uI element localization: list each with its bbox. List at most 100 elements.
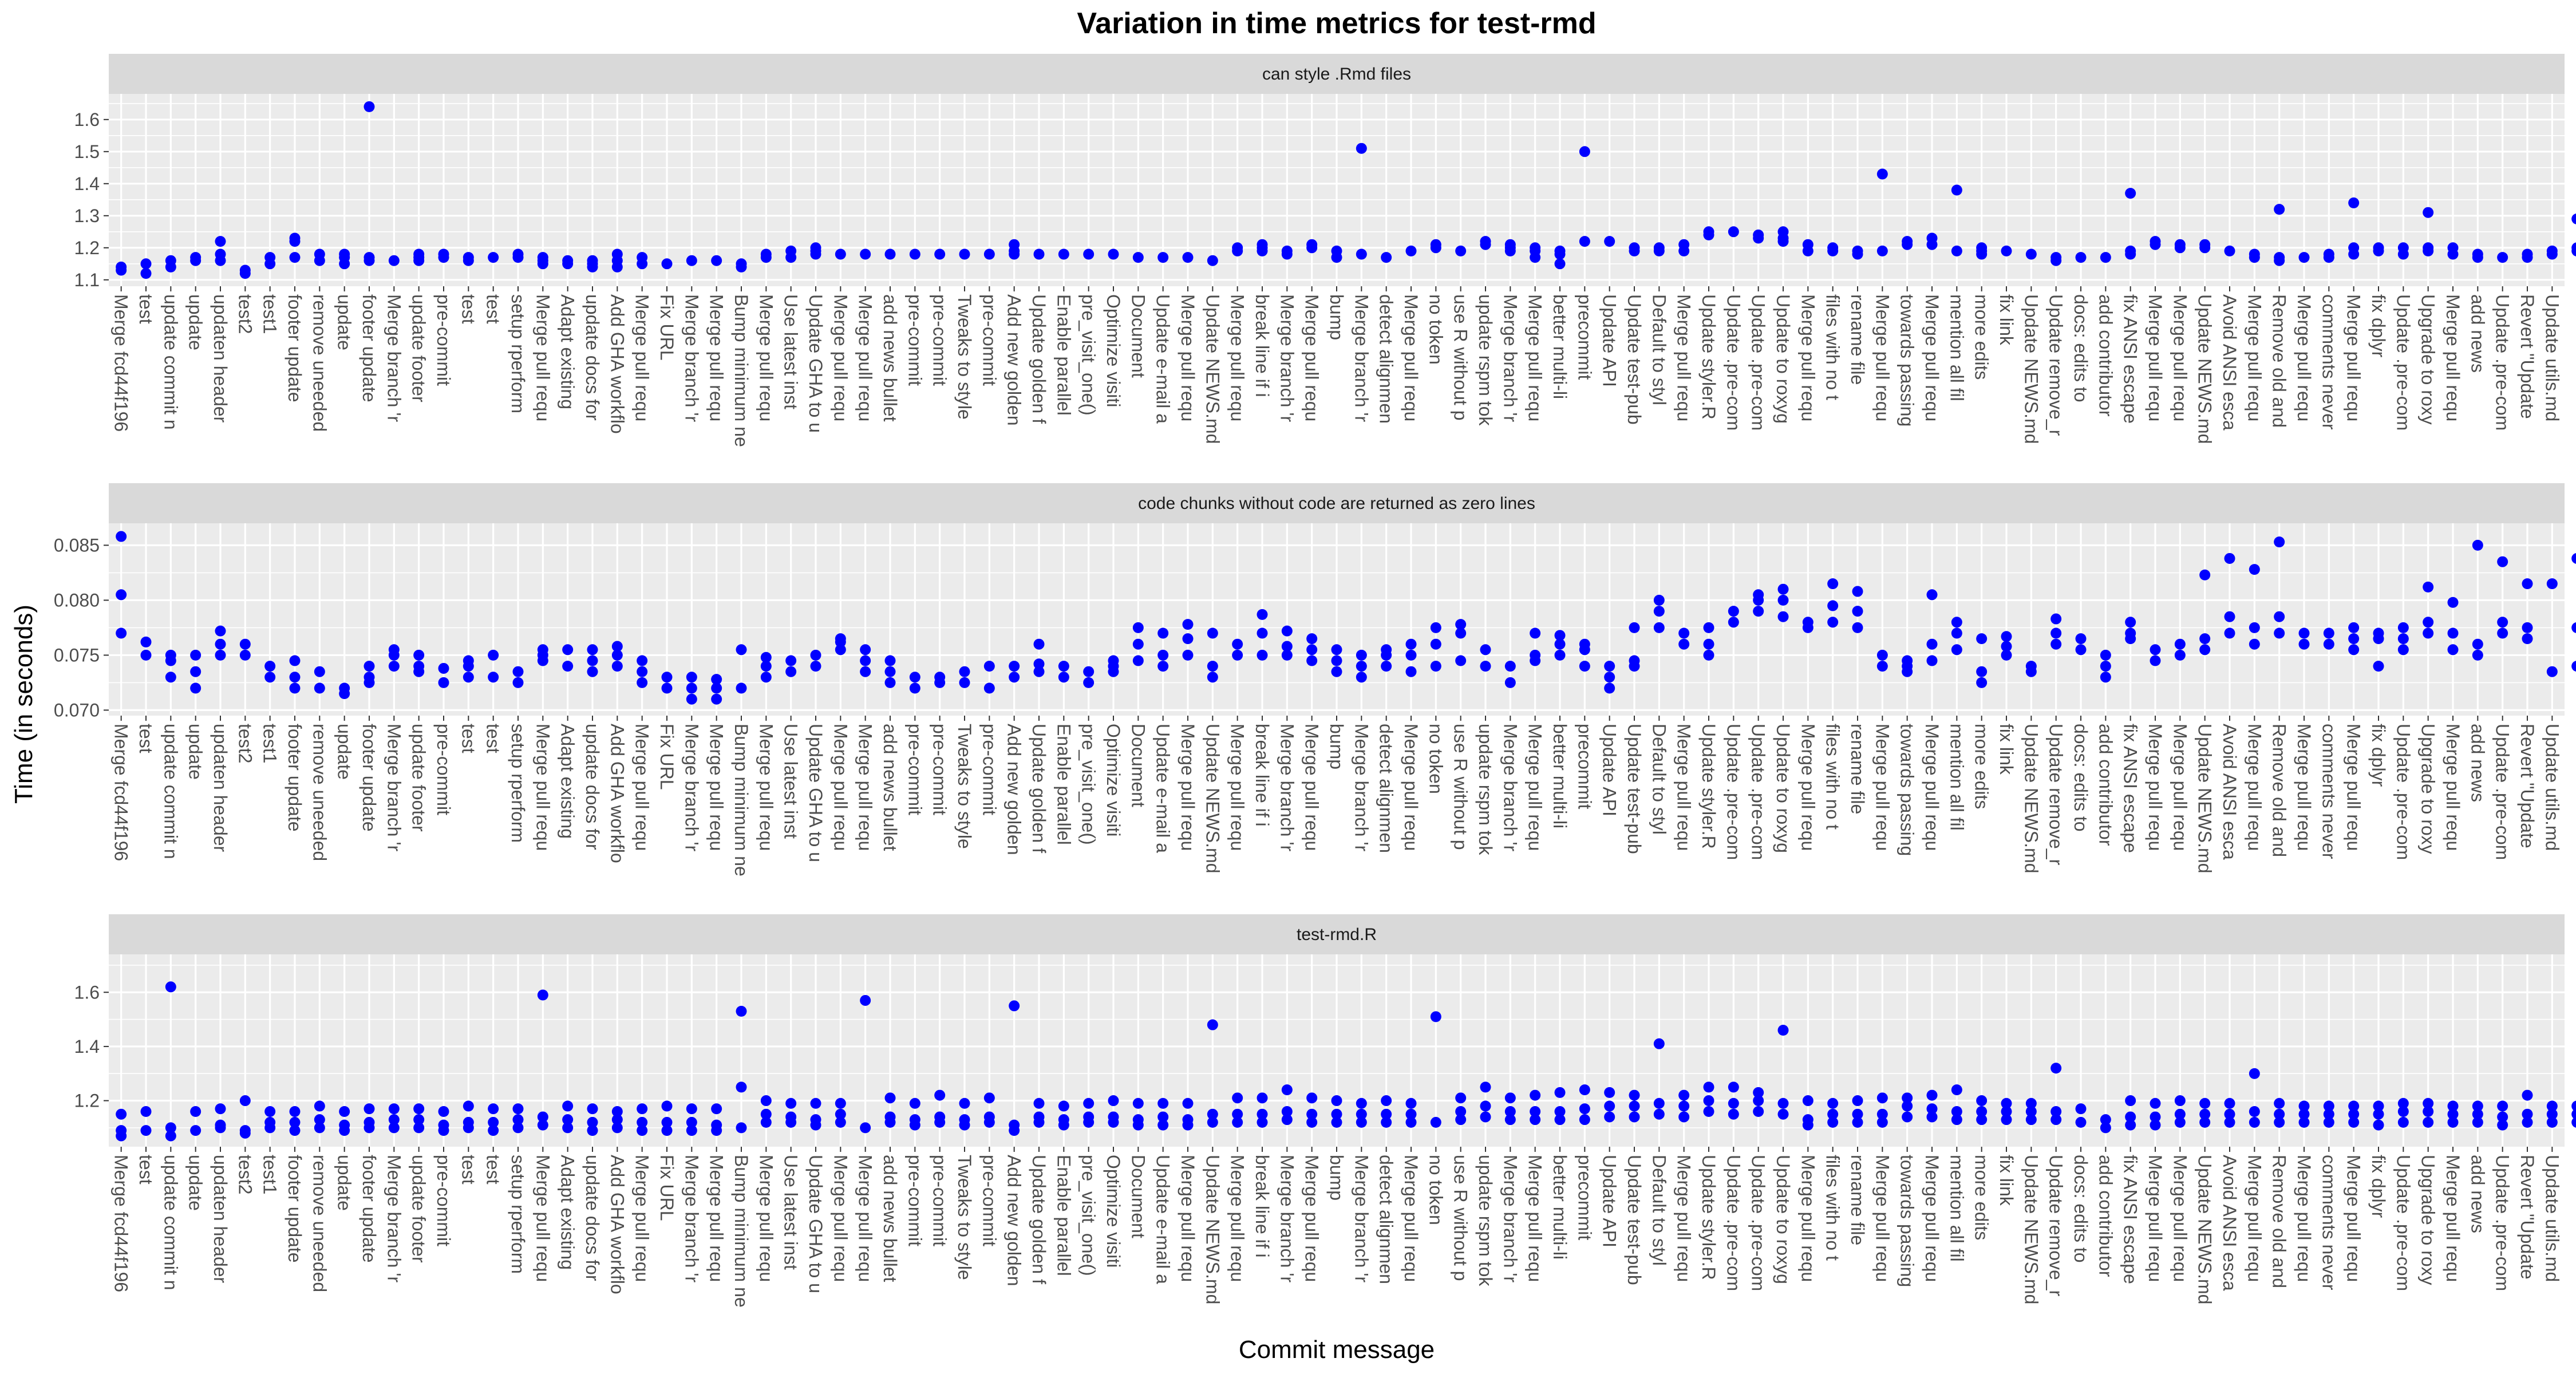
data-point xyxy=(1951,617,1962,628)
data-point xyxy=(165,1130,176,1142)
data-point xyxy=(1653,242,1665,254)
data-point xyxy=(2075,1116,2087,1128)
data-point xyxy=(2224,611,2235,622)
x-tick-label: Update e-mail a xyxy=(1153,724,1174,853)
data-point xyxy=(2522,622,2533,633)
data-point xyxy=(1678,627,1690,639)
data-point xyxy=(711,255,722,266)
x-tick-label: Add new golden xyxy=(1004,294,1025,426)
x-tick-label: Merge branch 'r xyxy=(1351,724,1372,851)
data-point xyxy=(289,655,301,666)
data-point xyxy=(1009,239,1020,250)
data-point xyxy=(1530,627,1541,639)
data-point xyxy=(165,672,176,683)
data-point xyxy=(587,1116,598,1128)
data-point xyxy=(2199,1116,2211,1128)
data-point xyxy=(884,677,896,688)
data-point xyxy=(1876,1116,1888,1128)
x-tick-label: Merge pull requ xyxy=(706,724,727,851)
x-tick-label: test2 xyxy=(235,294,255,334)
data-point xyxy=(2224,552,2235,564)
x-tick-label: Revert "Update xyxy=(2517,724,2538,848)
data-point xyxy=(959,677,970,688)
data-point xyxy=(140,1125,152,1136)
data-point xyxy=(2274,627,2285,639)
x-tick-label: Update .pre-com xyxy=(2492,1155,2513,1291)
data-point xyxy=(860,248,871,260)
data-point xyxy=(2522,248,2533,260)
data-point xyxy=(1157,661,1169,672)
data-point xyxy=(289,1125,301,1136)
data-point xyxy=(835,1097,846,1109)
x-tick-label: better multi-li xyxy=(1550,1155,1570,1260)
data-point xyxy=(1629,1089,1640,1101)
data-point xyxy=(116,627,127,639)
x-tick-label: Avoid ANSI esca xyxy=(2219,724,2240,860)
data-point xyxy=(1852,606,1863,617)
data-point xyxy=(190,666,202,677)
data-point xyxy=(364,101,375,112)
x-tick-label: add news xyxy=(2467,1155,2488,1233)
data-point xyxy=(884,655,896,666)
data-point xyxy=(2125,1119,2136,1131)
data-point xyxy=(611,661,623,672)
x-tick-label: Merge pull requ xyxy=(1525,724,1546,851)
x-tick-label: no token xyxy=(1425,1155,1446,1225)
x-tick-label: fix dplyr xyxy=(2368,294,2389,358)
data-point xyxy=(339,1119,350,1131)
x-tick-label: Update .pre-com xyxy=(1748,1155,1769,1291)
data-point xyxy=(686,672,697,683)
x-tick-label: Merge pull requ xyxy=(1227,294,1248,421)
data-point xyxy=(2397,1097,2409,1109)
data-point xyxy=(1653,1038,1665,1049)
data-point xyxy=(810,649,821,661)
data-point xyxy=(2050,638,2062,650)
data-point xyxy=(736,1081,747,1093)
data-point xyxy=(215,248,226,260)
x-tick-label: Update to roxyg xyxy=(1773,294,1793,424)
x-tick-label: pre_visit_one() xyxy=(1078,294,1099,416)
data-point xyxy=(1629,655,1640,666)
data-point xyxy=(1182,1114,1194,1126)
data-point xyxy=(2249,1116,2260,1128)
x-tick-label: footer update xyxy=(285,294,305,402)
x-tick-label: Merge branch 'r xyxy=(681,1155,702,1282)
x-tick-label: Update .pre-com xyxy=(1723,294,1744,431)
x-tick-label: Merge pull requ xyxy=(1178,1155,1198,1282)
data-point xyxy=(983,248,995,260)
data-point xyxy=(1753,606,1764,617)
data-point xyxy=(736,644,747,656)
data-point xyxy=(1455,627,1467,639)
data-point xyxy=(2075,1103,2087,1115)
data-point xyxy=(959,666,970,677)
data-point xyxy=(2348,633,2360,645)
x-tick-label: fix ANSI escape xyxy=(2120,294,2141,424)
x-tick-label: Update GHA to u xyxy=(805,294,826,433)
data-point xyxy=(1405,245,1417,256)
data-point xyxy=(611,1114,623,1126)
data-point xyxy=(1083,1111,1095,1123)
x-tick-label: add news xyxy=(2467,294,2488,373)
x-tick-label: footer update xyxy=(359,724,380,832)
x-tick-label: Merge pull requ xyxy=(830,1155,851,1282)
x-tick-label: updaten header xyxy=(210,1155,231,1284)
data-point xyxy=(810,1114,821,1126)
x-tick-label: add news bullet xyxy=(880,294,900,421)
data-point xyxy=(810,1097,821,1109)
data-point xyxy=(1480,236,1491,247)
data-point xyxy=(1132,1114,1144,1126)
data-point xyxy=(537,644,548,656)
data-point xyxy=(661,1116,673,1128)
data-point xyxy=(1108,655,1119,666)
x-tick-label: Adapt existing xyxy=(558,294,578,409)
x-tick-label: bump xyxy=(1326,294,1347,340)
x-tick-label: pre-commit xyxy=(904,294,925,386)
data-point xyxy=(2348,1116,2360,1128)
data-point xyxy=(1157,252,1169,263)
data-point xyxy=(1902,1100,1913,1112)
data-point xyxy=(1306,1108,1318,1120)
data-point xyxy=(314,1122,325,1134)
x-tick-label: Add GHA workflo xyxy=(607,294,627,434)
data-point xyxy=(1356,661,1367,672)
data-point xyxy=(1207,255,1218,266)
